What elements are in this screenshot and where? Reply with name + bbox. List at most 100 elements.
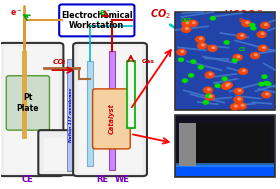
- Circle shape: [233, 54, 242, 60]
- Circle shape: [251, 27, 256, 30]
- Circle shape: [192, 22, 195, 24]
- Circle shape: [259, 82, 264, 86]
- Text: HCOO$^-$: HCOO$^-$: [223, 8, 263, 20]
- Circle shape: [262, 92, 271, 98]
- Text: Electrochemical
Workstation: Electrochemical Workstation: [61, 11, 133, 30]
- Bar: [179, 123, 196, 166]
- Circle shape: [250, 23, 255, 27]
- Circle shape: [182, 20, 191, 26]
- Circle shape: [265, 24, 267, 26]
- Bar: [127, 61, 135, 128]
- Text: Sn: Sn: [239, 18, 246, 23]
- Text: e$^-$: e$^-$: [99, 8, 111, 18]
- FancyBboxPatch shape: [38, 130, 93, 175]
- Circle shape: [209, 73, 212, 75]
- Circle shape: [241, 35, 244, 36]
- Circle shape: [266, 93, 269, 95]
- Bar: [87, 61, 93, 166]
- Circle shape: [202, 44, 204, 46]
- Circle shape: [196, 36, 205, 42]
- Circle shape: [188, 20, 197, 26]
- Text: CO: CO: [52, 59, 64, 65]
- Text: Gas: Gas: [141, 59, 154, 64]
- Circle shape: [208, 45, 217, 51]
- Circle shape: [200, 38, 202, 40]
- Circle shape: [239, 68, 248, 74]
- Circle shape: [186, 28, 188, 29]
- Circle shape: [224, 41, 229, 44]
- Text: CE: CE: [21, 175, 33, 184]
- Bar: [44, 138, 87, 171]
- Circle shape: [198, 43, 207, 49]
- Bar: [176, 163, 274, 167]
- Circle shape: [232, 59, 237, 62]
- Circle shape: [203, 101, 208, 104]
- Circle shape: [237, 33, 246, 39]
- Circle shape: [237, 103, 246, 109]
- Circle shape: [191, 60, 196, 63]
- Circle shape: [198, 66, 203, 69]
- Circle shape: [262, 46, 265, 48]
- Text: e$^-$: e$^-$: [10, 8, 22, 18]
- Circle shape: [234, 97, 243, 103]
- Text: CS: CS: [239, 47, 246, 52]
- Circle shape: [210, 17, 215, 20]
- Circle shape: [205, 72, 214, 78]
- Circle shape: [226, 85, 228, 87]
- Circle shape: [222, 83, 230, 89]
- Circle shape: [261, 22, 270, 28]
- Circle shape: [235, 105, 237, 107]
- FancyBboxPatch shape: [78, 46, 142, 173]
- Text: 2: 2: [61, 60, 65, 65]
- Circle shape: [223, 82, 232, 88]
- Circle shape: [261, 33, 264, 35]
- Bar: [179, 123, 271, 166]
- Text: CO$_2$: CO$_2$: [150, 8, 171, 21]
- Text: +H$^+$+2e$^-$: +H$^+$+2e$^-$: [188, 28, 225, 38]
- Circle shape: [266, 82, 271, 86]
- Circle shape: [215, 84, 220, 88]
- Circle shape: [206, 94, 214, 100]
- Circle shape: [181, 50, 184, 52]
- Circle shape: [242, 70, 245, 72]
- Circle shape: [207, 88, 210, 90]
- FancyBboxPatch shape: [6, 76, 50, 130]
- Circle shape: [242, 20, 251, 26]
- Circle shape: [237, 56, 240, 58]
- Circle shape: [251, 53, 260, 59]
- Circle shape: [246, 22, 249, 24]
- Bar: [176, 165, 274, 176]
- Circle shape: [234, 88, 243, 94]
- Circle shape: [264, 81, 269, 85]
- Circle shape: [238, 90, 241, 91]
- Circle shape: [212, 47, 215, 49]
- Circle shape: [222, 77, 227, 80]
- Circle shape: [258, 45, 267, 51]
- Circle shape: [206, 94, 211, 98]
- Circle shape: [186, 22, 189, 24]
- Text: RE: RE: [96, 175, 108, 184]
- Text: Catalyst: Catalyst: [108, 104, 114, 134]
- Text: CNT: CNT: [180, 18, 192, 23]
- Text: Pt
Plate: Pt Plate: [17, 93, 39, 113]
- FancyBboxPatch shape: [93, 89, 130, 149]
- Circle shape: [179, 58, 183, 61]
- FancyBboxPatch shape: [0, 43, 63, 176]
- Circle shape: [182, 26, 191, 32]
- Circle shape: [188, 74, 193, 77]
- FancyBboxPatch shape: [59, 5, 134, 36]
- Circle shape: [177, 49, 186, 55]
- Circle shape: [241, 104, 244, 106]
- Bar: [175, 12, 275, 109]
- Text: WE: WE: [115, 175, 129, 184]
- Circle shape: [183, 79, 188, 82]
- Bar: [67, 59, 76, 171]
- Bar: [175, 115, 275, 177]
- Circle shape: [204, 87, 213, 93]
- FancyBboxPatch shape: [4, 46, 59, 173]
- Circle shape: [262, 75, 267, 78]
- FancyBboxPatch shape: [73, 43, 147, 176]
- Circle shape: [227, 83, 230, 85]
- Circle shape: [231, 104, 239, 110]
- Circle shape: [238, 98, 241, 100]
